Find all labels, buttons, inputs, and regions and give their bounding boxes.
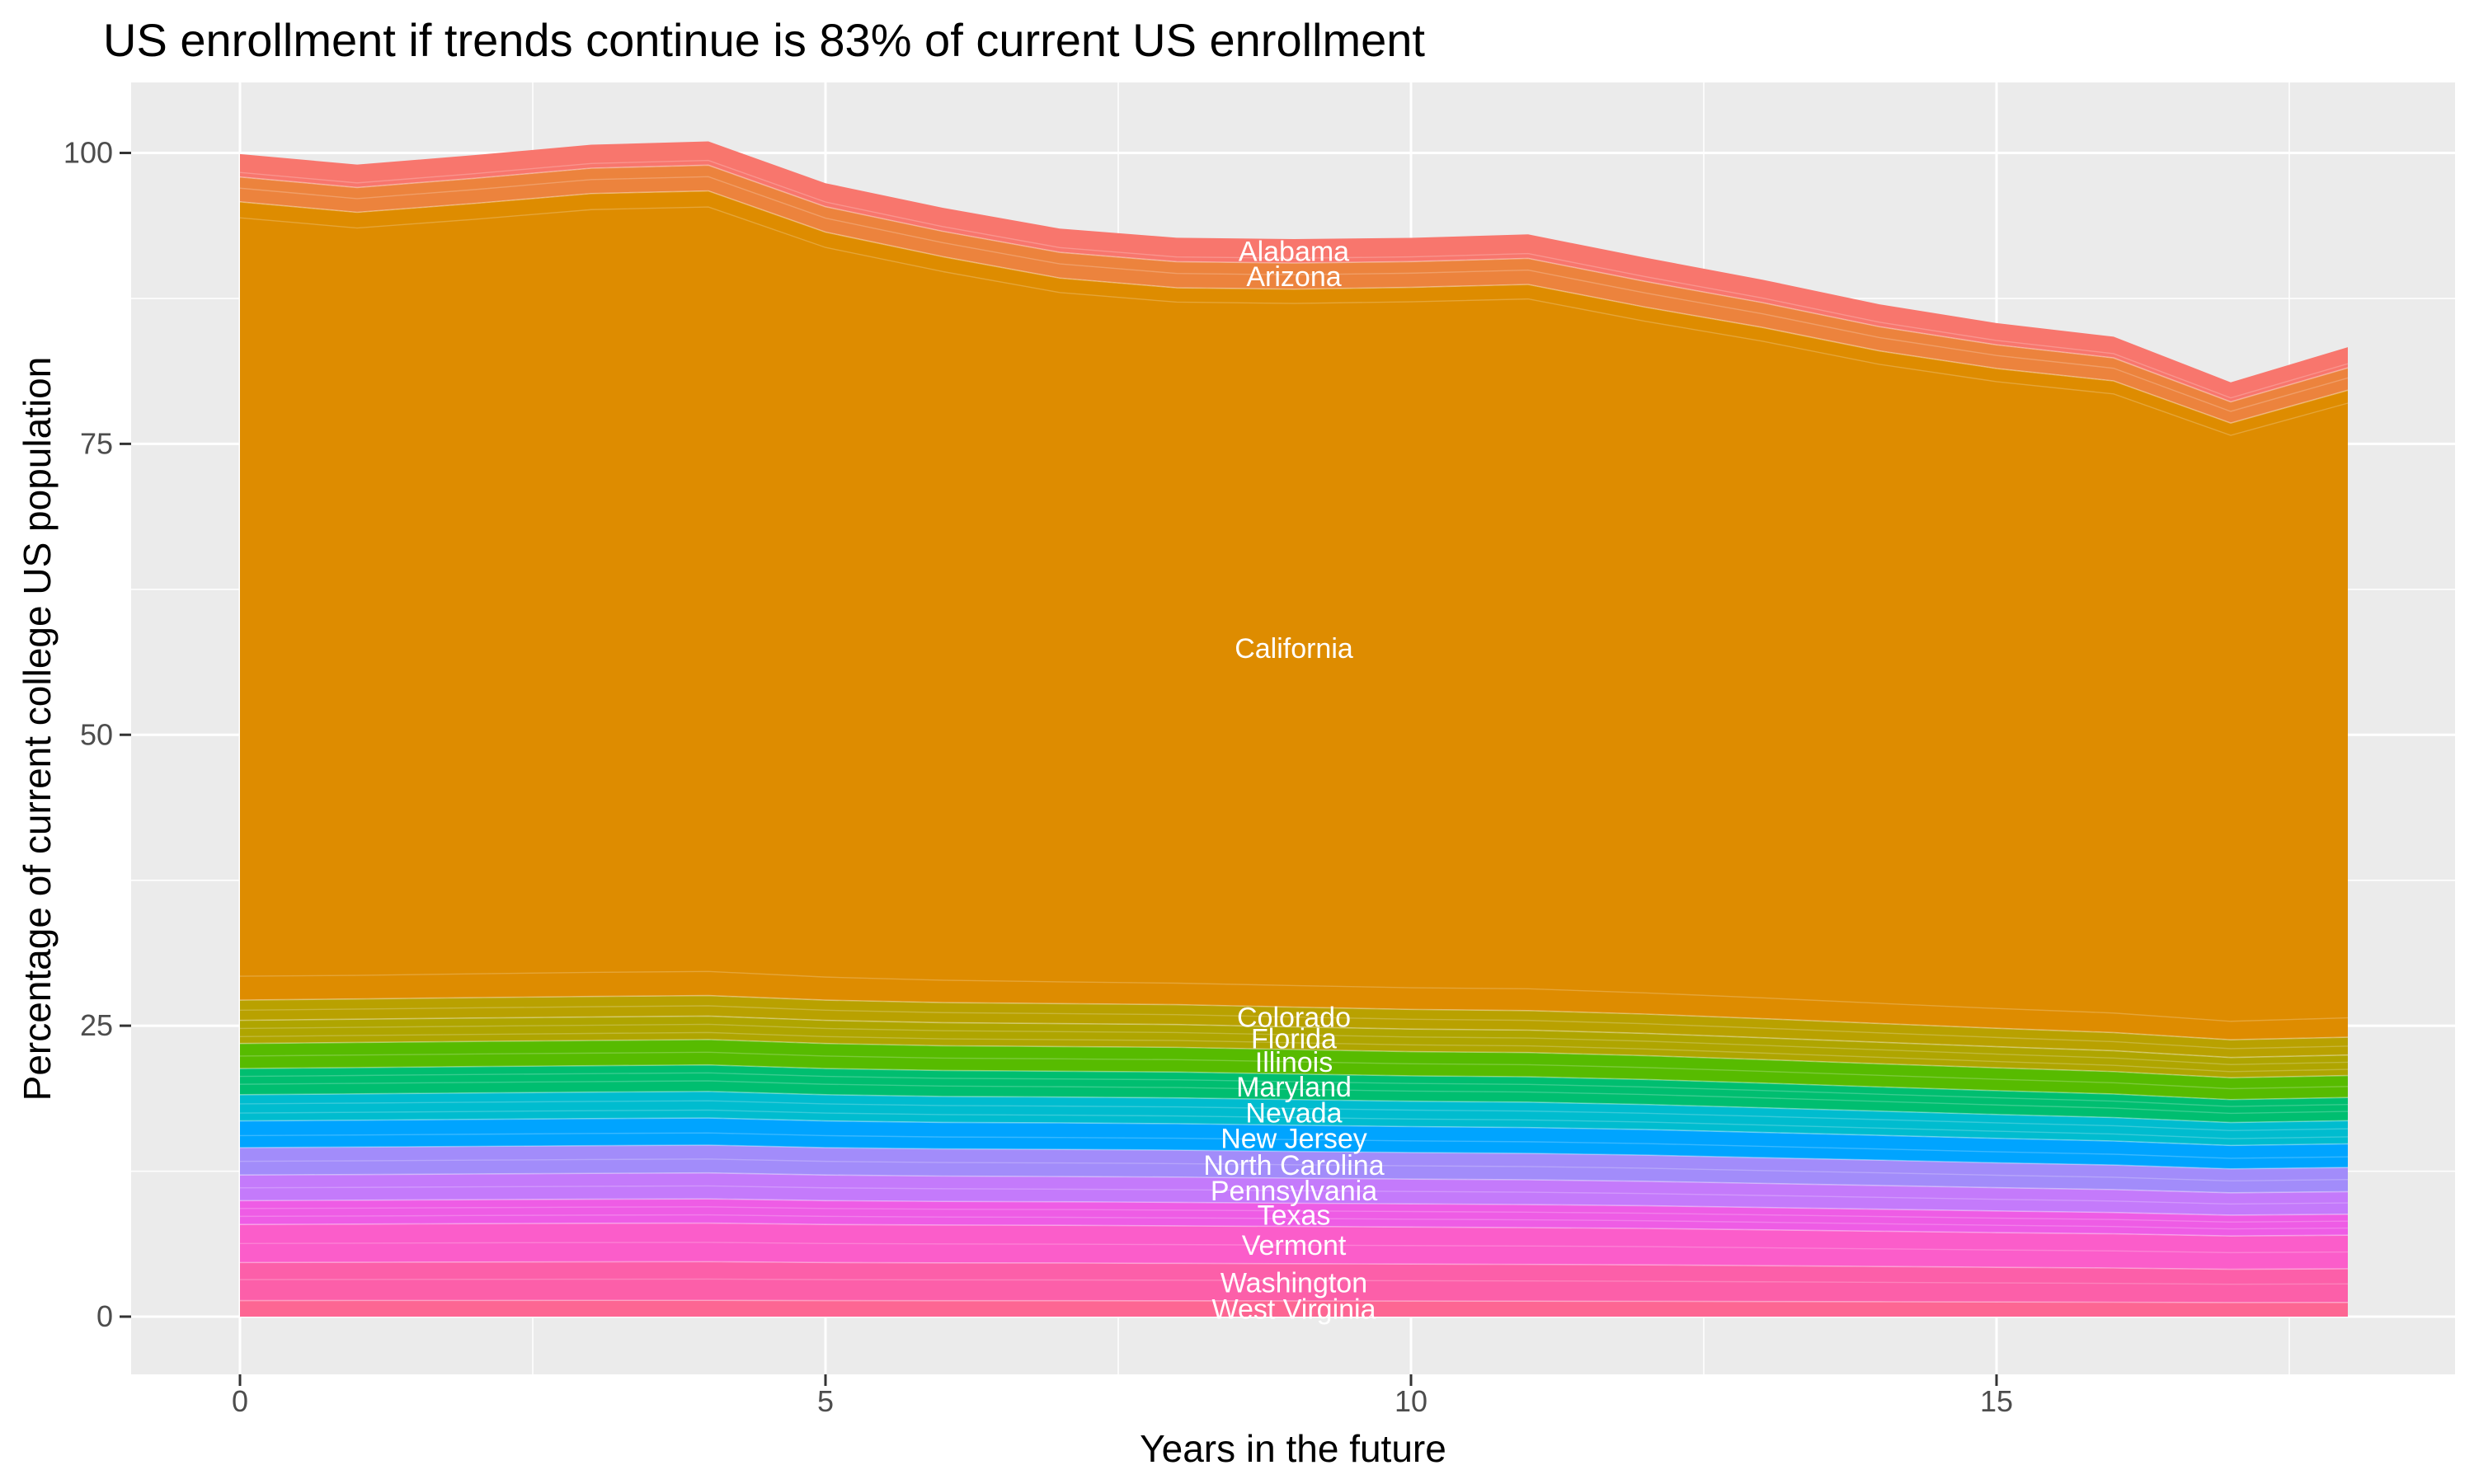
- state-label-nevada: Nevada: [1245, 1097, 1342, 1129]
- y-tick-label: 25: [80, 1008, 113, 1042]
- band-boundary-line: [239, 1091, 2349, 1124]
- band-boundary-line: [239, 164, 2349, 403]
- state-label-pennsylvania: Pennsylvania: [1211, 1176, 1377, 1207]
- area-band-arizona: [240, 165, 2348, 424]
- state-label-north-carolina: North Carolina: [1203, 1150, 1384, 1181]
- area-band-west-virginia: [240, 1300, 2348, 1317]
- state-label-texas: Texas: [1258, 1200, 1331, 1231]
- area-band-alabama: [240, 141, 2348, 402]
- area-band-north-carolina: [240, 1144, 2348, 1193]
- y-tick-label: 75: [80, 426, 113, 460]
- x-tick-label: 5: [817, 1384, 834, 1418]
- band-stripe-line: [239, 1051, 2349, 1090]
- state-label-california: California: [1235, 633, 1353, 665]
- state-label-west-virginia: West Virginia: [1211, 1294, 1376, 1325]
- band-stripe-line: [239, 1158, 2349, 1181]
- band-stripe-line: [239, 1109, 2349, 1139]
- state-label-colorado: Colorado: [1237, 1003, 1351, 1034]
- area-band-florida: [240, 1016, 2348, 1078]
- band-boundary-line: [239, 1198, 2349, 1216]
- state-label-vermont: Vermont: [1242, 1230, 1347, 1261]
- state-label-maryland: Maryland: [1236, 1072, 1352, 1103]
- band-boundary-line: [239, 190, 2349, 424]
- x-tick-label: 10: [1395, 1384, 1427, 1418]
- band-boundary-line: [239, 1064, 2349, 1101]
- band-stripe-line: [239, 159, 2349, 399]
- y-tick-label: 100: [63, 136, 113, 170]
- area-band-texas: [240, 1199, 2348, 1237]
- x-axis-title: Years in the future: [1140, 1427, 1446, 1470]
- y-axis-title: Percentage of current college US populat…: [16, 356, 59, 1101]
- y-tick-label: 0: [96, 1299, 113, 1333]
- band-stripe-line: [239, 1206, 2349, 1223]
- area-band-colorado: [240, 995, 2348, 1058]
- band-stripe-line: [239, 206, 2349, 436]
- band-boundary-line: [239, 994, 2349, 1041]
- band-boundary-line: [239, 1222, 2349, 1237]
- state-label-florida: Florida: [1251, 1023, 1337, 1054]
- band-stripe-line: [239, 1023, 2349, 1065]
- area-band-pennsylvania: [240, 1172, 2348, 1215]
- area-band-maryland: [240, 1064, 2348, 1123]
- area-band-california: [240, 190, 2348, 1040]
- band-stripe-line: [239, 1278, 2349, 1285]
- state-label-arizona: Arizona: [1246, 261, 1341, 293]
- state-label-illinois: Illinois: [1255, 1047, 1333, 1078]
- state-label-alabama: Alabama: [1239, 236, 1349, 267]
- band-stripe-line: [239, 1005, 2349, 1050]
- band-stripe-line: [239, 1132, 2349, 1159]
- band-boundary-line: [239, 1039, 2349, 1079]
- area-band-vermont: [240, 1223, 2348, 1270]
- band-boundary-line: [239, 1299, 2349, 1303]
- band-boundary-line: [239, 1172, 2349, 1194]
- band-stripe-line: [239, 970, 2349, 1022]
- band-stripe-line: [239, 1185, 2349, 1205]
- y-tick-label: 50: [80, 717, 113, 751]
- x-tick-label: 0: [232, 1384, 248, 1418]
- band-stripe-line: [239, 176, 2349, 412]
- state-label-new-jersey: New Jersey: [1221, 1124, 1367, 1155]
- x-tick-label: 15: [1980, 1384, 2013, 1418]
- area-band-washington: [240, 1261, 2348, 1303]
- state-label-washington: Washington: [1221, 1267, 1367, 1298]
- band-stripe-line: [239, 1242, 2349, 1254]
- band-stripe-line: [239, 1214, 2349, 1230]
- area-band-nevada: [240, 1091, 2348, 1146]
- band-boundary-line: [239, 1015, 2349, 1059]
- chart-title: US enrollment if trends continue is 83% …: [103, 14, 1425, 66]
- area-band-illinois: [240, 1039, 2348, 1100]
- area-band-new-jersey: [240, 1118, 2348, 1169]
- band-boundary-line: [239, 1144, 2349, 1170]
- band-boundary-line: [239, 1261, 2349, 1270]
- band-stripe-line: [239, 1072, 2349, 1107]
- band-stripe-line: [239, 1100, 2349, 1131]
- band-stripe-line: [239, 1080, 2349, 1115]
- band-stripe-line: [239, 1031, 2349, 1073]
- band-boundary-line: [239, 1117, 2349, 1147]
